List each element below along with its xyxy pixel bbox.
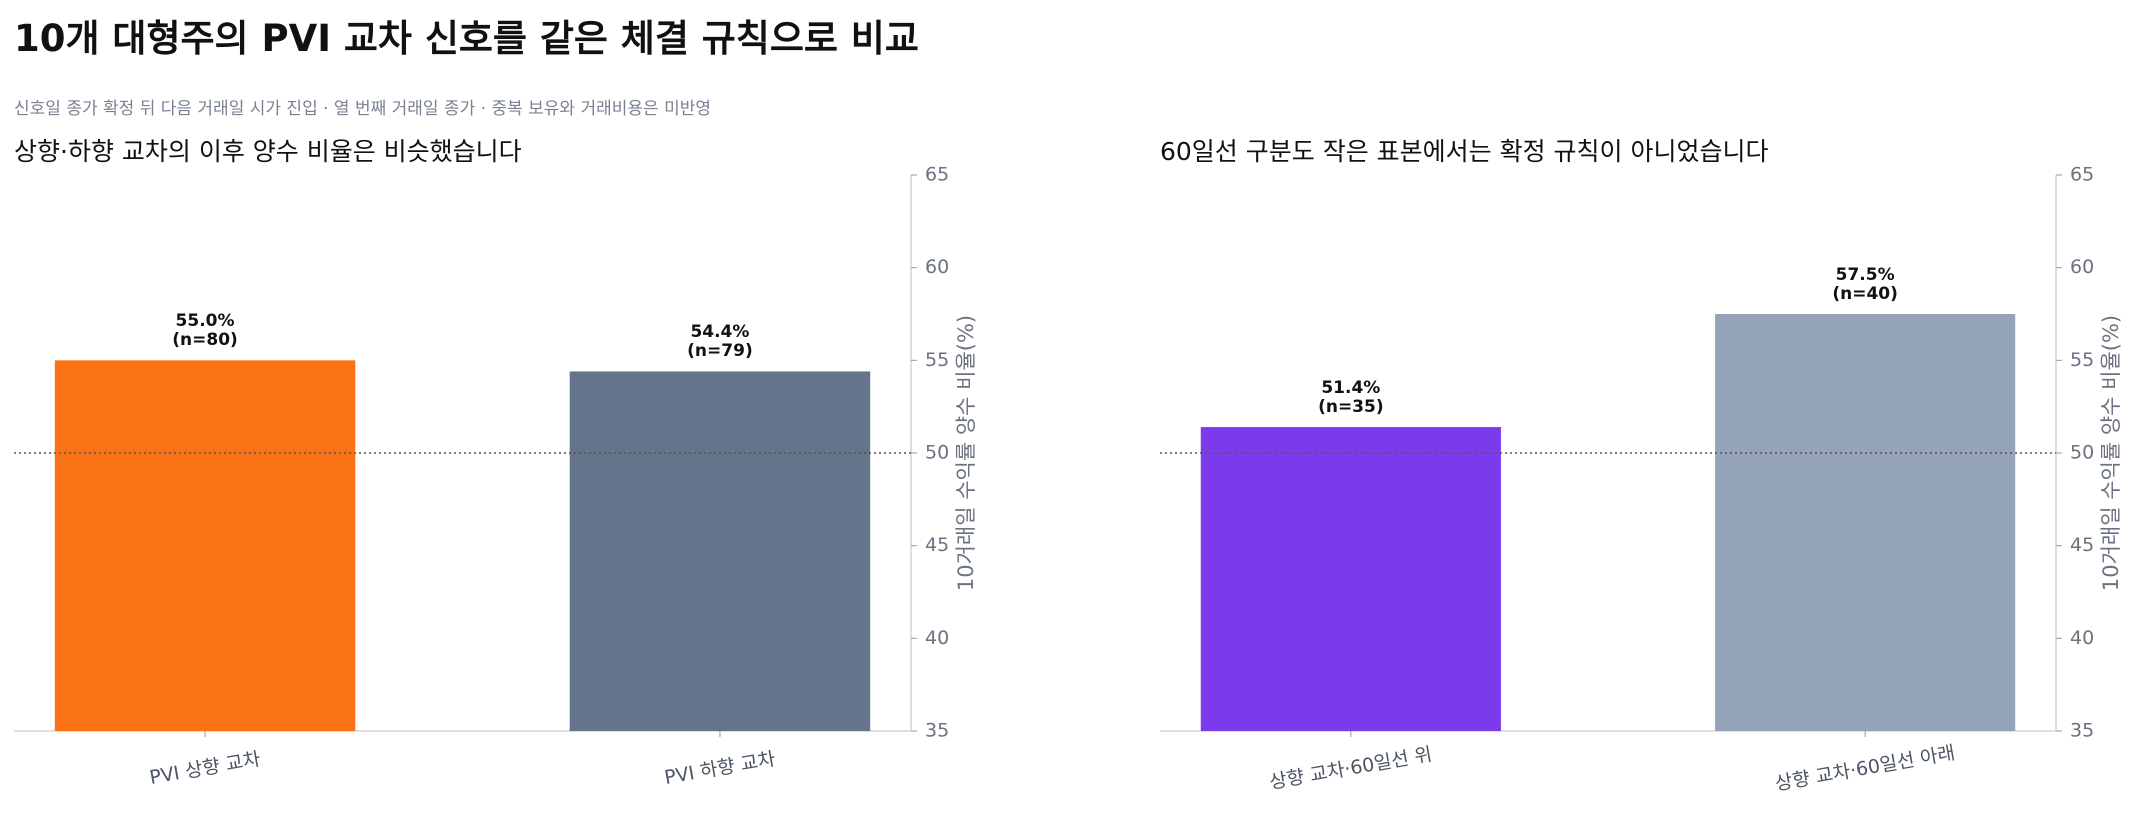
x-tick-label: 상향 교차·60일선 아래	[1773, 742, 1956, 795]
x-tick-label: PVI 하향 교차	[663, 748, 777, 789]
chart-title: 상향·하향 교차의 이후 양수 비율은 비슷했습니다	[14, 137, 522, 166]
y-axis-label: 10거래일 수익률 양수 비율(%)	[954, 315, 978, 591]
page-title: 10개 대형주의 PVI 교차 신호를 같은 체결 규칙으로 비교	[14, 17, 919, 60]
value-label: 54.4% (n=79)	[687, 322, 753, 362]
value-label: 57.5% (n=40)	[1832, 265, 1898, 304]
y-tick-label: 60	[925, 256, 949, 278]
y-tick-label: 65	[925, 164, 949, 186]
y-tick-label: 55	[925, 349, 949, 371]
y-tick-label: 40	[2070, 627, 2094, 649]
bar	[54, 360, 356, 731]
page-subtitle: 신호일 종가 확정 뒤 다음 거래일 시가 진입 · 열 번째 거래일 종가 ·…	[14, 99, 711, 119]
y-tick-label: 60	[2070, 256, 2094, 278]
y-tick-label: 55	[2070, 349, 2094, 371]
bar	[1715, 314, 2016, 731]
chart-title: 60일선 구분도 작은 표본에서는 확정 규칙이 아니었습니다	[1160, 137, 1769, 166]
x-tick-label: 상향 교차·60일선 위	[1268, 743, 1434, 793]
y-tick-label: 50	[925, 442, 949, 464]
x-tick-label: PVI 상향 교차	[148, 748, 262, 789]
value-label: 51.4% (n=35)	[1318, 378, 1384, 418]
y-tick-label: 35	[2070, 720, 2094, 742]
y-axis-label: 10거래일 수익률 양수 비율(%)	[2099, 315, 2123, 591]
y-tick-label: 45	[925, 534, 949, 556]
bar	[569, 371, 871, 731]
y-tick-label: 35	[925, 720, 949, 742]
y-tick-label: 65	[2070, 164, 2094, 186]
y-tick-label: 50	[2070, 442, 2094, 464]
y-tick-label: 45	[2070, 534, 2094, 556]
y-tick-label: 40	[925, 627, 949, 649]
bar	[1200, 427, 1501, 731]
value-label: 55.0% (n=80)	[172, 311, 238, 351]
